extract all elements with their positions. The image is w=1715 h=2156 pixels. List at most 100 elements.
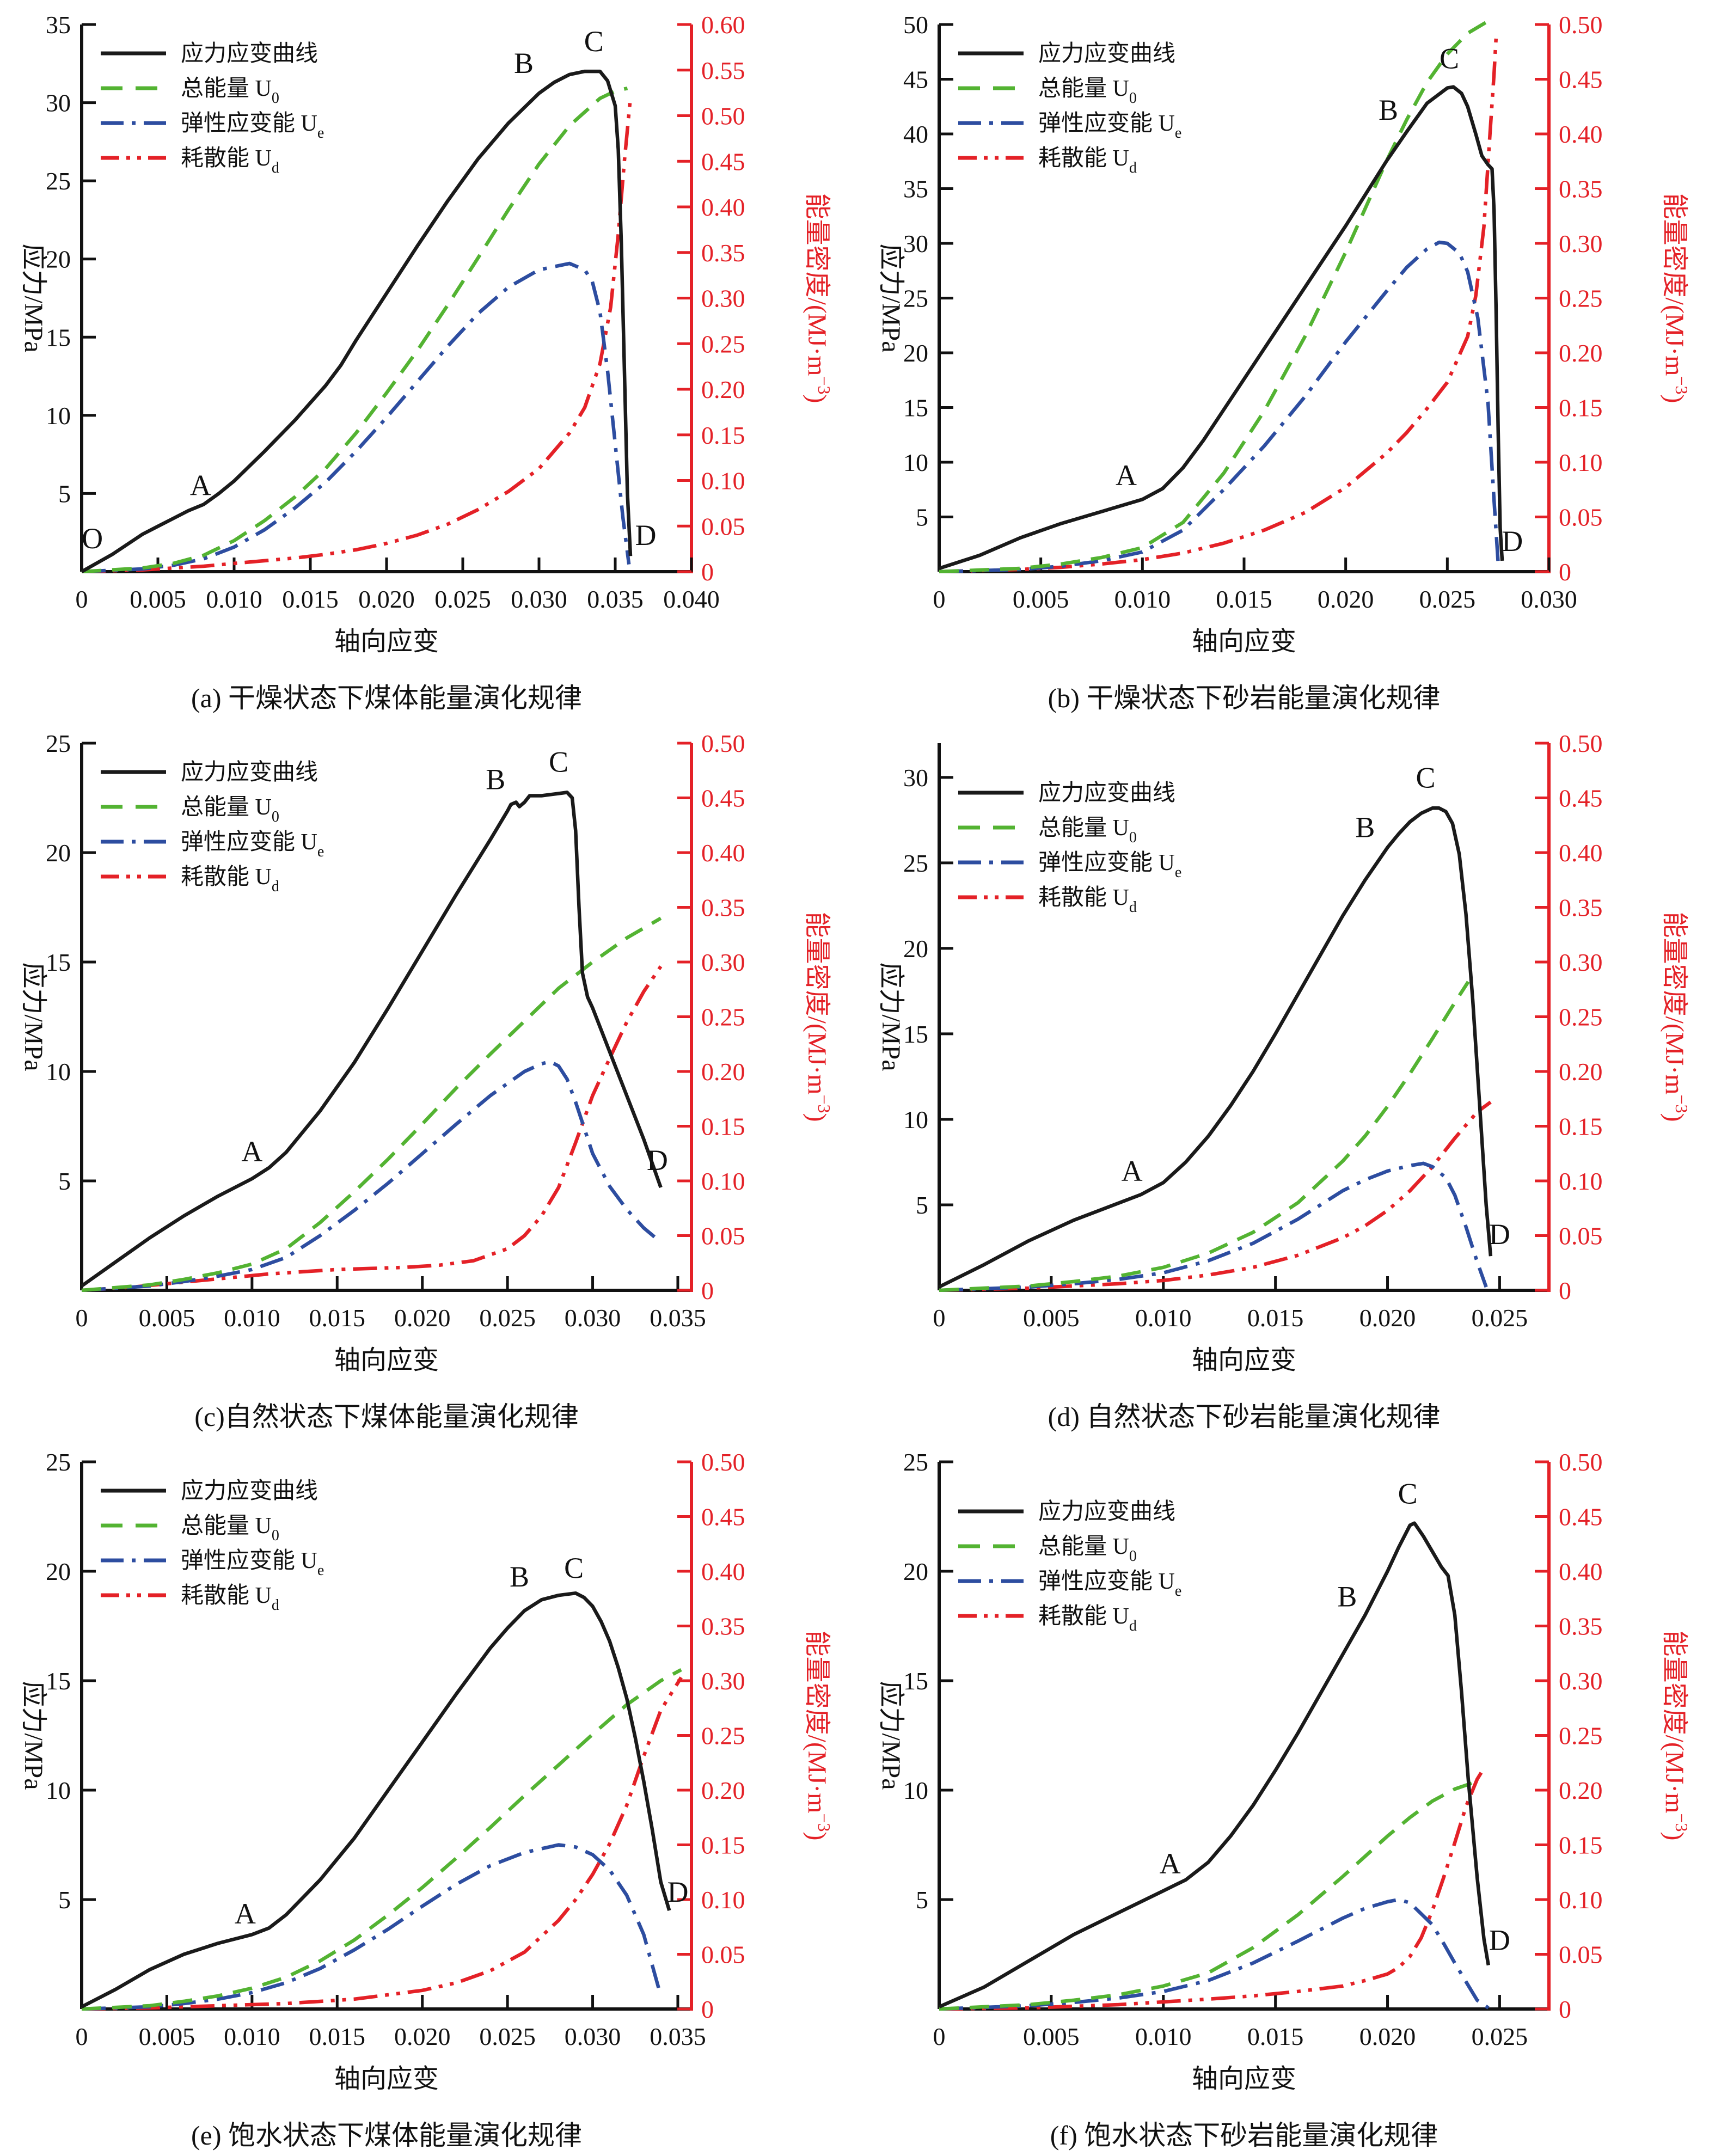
y-right-tick-label: 0.20: [1559, 1777, 1603, 1804]
y-right-tick-label: 0.10: [1559, 1167, 1603, 1195]
point-label-D: D: [647, 1144, 668, 1177]
legend-label-ud: 耗散能 Ud: [1038, 146, 1137, 176]
panel-e-caption: (e) 饱水状态下煤体能量演化规律: [191, 2120, 582, 2151]
y-right-tick-label: 0.30: [701, 285, 745, 313]
legend-label-ue: 弹性应变能 Ue: [1038, 1569, 1181, 1600]
point-label-B: B: [514, 47, 534, 79]
series-u0: [939, 20, 1489, 573]
y-right-tick-label: 0.40: [701, 1558, 745, 1585]
x-tick-label: 0.030: [511, 585, 567, 613]
y-left-tick-label: 15: [903, 1020, 928, 1048]
y-left-tick-label: 35: [46, 11, 71, 39]
y-right-tick-label: 0.30: [1559, 1667, 1603, 1695]
y-left-tick-label: 20: [46, 1558, 71, 1585]
y-right-tick-label: 0.45: [1559, 1503, 1603, 1531]
y-left-axis-title: 应力/MPa: [877, 962, 905, 1071]
y-left-tick-label: 30: [903, 230, 928, 258]
series-ud: [939, 1100, 1492, 1292]
y-left-tick-label: 20: [903, 339, 928, 367]
y-right-tick-label: 0: [1559, 1995, 1571, 2023]
x-tick-label: 0: [76, 585, 88, 613]
legend-label-u0: 总能量 U0: [181, 1514, 279, 1544]
legend-label-ue: 弹性应变能 Ue: [181, 829, 324, 860]
legend-label-ue: 弹性应变能 Ue: [1038, 111, 1181, 142]
series-ue: [81, 1843, 663, 2011]
y-right-tick-label: 0.10: [701, 1167, 745, 1195]
y-left-tick-label: 50: [903, 11, 928, 39]
y-right-tick-label: 0.15: [1559, 394, 1603, 422]
axes-a: 0 0.005 0.010 0.015 0.020 0.025 0.030 0.035 0.04…: [46, 11, 745, 613]
x-tick-label: 0.025: [1419, 585, 1476, 613]
x-tick-label: 0.010: [206, 585, 262, 613]
y-left-tick-label: 15: [903, 1667, 928, 1695]
y-left-tick-label: 10: [46, 1058, 71, 1086]
series-stress: [939, 85, 1504, 571]
x-tick-label: 0: [933, 2023, 946, 2050]
y-right-tick-label: 0.15: [1559, 1113, 1603, 1141]
legend-label-stress: 应力应变曲线: [1038, 41, 1175, 66]
y-right-tick-label: 0.05: [1559, 504, 1603, 531]
y-left-tick-label: 20: [46, 246, 71, 273]
y-right-tick-label: 0: [701, 558, 714, 586]
y-right-tick-label: 0.25: [701, 330, 745, 358]
x-tick-label: 0.005: [130, 585, 186, 613]
y-right-tick-label: 0.25: [1559, 285, 1603, 313]
series-ue: [81, 1059, 662, 1292]
y-left-tick-label: 5: [58, 1886, 71, 1914]
point-label-C: C: [584, 25, 604, 58]
y-right-tick-label: 0.45: [701, 785, 745, 812]
y-right-tick-label: 0: [1559, 558, 1571, 586]
y-right-tick-label: 0.35: [701, 894, 745, 922]
legend-label-ud: 耗散能 Ud: [181, 865, 279, 895]
legend-label-ue: 弹性应变能 Ue: [181, 111, 324, 142]
y-right-axis-title: 能量密度/(MJ·m−3): [1660, 193, 1692, 403]
x-tick-label: 0.020: [1359, 1304, 1416, 1332]
y-left-tick-label: 5: [58, 1167, 71, 1195]
y-right-tick-label: 0.30: [1559, 230, 1603, 258]
point-label-C: C: [1398, 1477, 1418, 1510]
panel-e: 0 0.005 0.010 0.015 0.020 0.025 0.030 0.035 5 10 1…: [0, 1437, 857, 2156]
panel-d: 0 0.005 0.010 0.015 0.020 0.025 5 10 15 20 25 30 0 0.…: [857, 719, 1715, 1437]
x-tick-label: 0.015: [282, 585, 339, 613]
x-tick-label: 0.025: [434, 585, 491, 613]
panel-f-caption: (f) 饱水状态下砂岩能量演化规律: [1050, 2120, 1438, 2151]
y-right-tick-label: 0.20: [701, 1777, 745, 1804]
point-label-D: D: [1502, 525, 1523, 558]
y-left-axis-title: 应力/MPa: [877, 243, 905, 352]
y-left-tick-label: 25: [46, 730, 71, 757]
y-left-tick-label: 10: [903, 449, 928, 476]
y-right-axis-title: 能量密度/(MJ·m−3): [1660, 911, 1692, 1122]
y-left-tick-label: 10: [903, 1777, 928, 1804]
y-left-tick-label: 20: [903, 935, 928, 963]
series-stress: [81, 1591, 671, 2008]
point-label-A: A: [1122, 1155, 1143, 1187]
x-tick-label: 0.025: [479, 1304, 536, 1332]
y-right-tick-label: 0.05: [1559, 1222, 1603, 1250]
y-left-tick-label: 15: [46, 948, 71, 976]
y-right-tick-label: 0.20: [1559, 1058, 1603, 1086]
y-right-tick-label: 0.60: [701, 11, 745, 39]
chart-natural-coal: 0 0.005 0.010 0.015 0.020 0.025 0.030 0.035 5 10 1…: [19, 730, 834, 1375]
x-axis-title: 轴向应变: [1192, 1346, 1296, 1375]
x-tick-label: 0.010: [1135, 1304, 1192, 1332]
point-label-O: O: [82, 522, 103, 555]
series-stress: [938, 806, 1493, 1289]
y-right-tick-label: 0.40: [1559, 120, 1603, 148]
y-right-tick-label: 0.45: [1559, 66, 1603, 94]
x-tick-label: 0.020: [1318, 585, 1374, 613]
x-tick-label: 0.010: [1135, 2023, 1192, 2050]
y-right-tick-label: 0.50: [701, 102, 745, 130]
x-tick-label: 0.010: [224, 1304, 280, 1332]
y-left-tick-label: 5: [916, 504, 928, 531]
axes-c: 0 0.005 0.010 0.015 0.020 0.025 0.030 0.035 5 10 1…: [46, 730, 745, 1332]
x-tick-label: 0.005: [139, 2023, 195, 2050]
point-label-D: D: [1489, 1218, 1510, 1251]
point-label-D: D: [1489, 1924, 1510, 1956]
y-left-tick-label: 15: [46, 323, 71, 351]
series-ud: [939, 37, 1498, 573]
y-right-tick-label: 0.15: [1559, 1832, 1603, 1859]
y-right-axis-title: 能量密度/(MJ·m−3): [803, 911, 834, 1122]
panel-a-caption: (a) 干燥状态下煤体能量演化规律: [191, 683, 582, 713]
